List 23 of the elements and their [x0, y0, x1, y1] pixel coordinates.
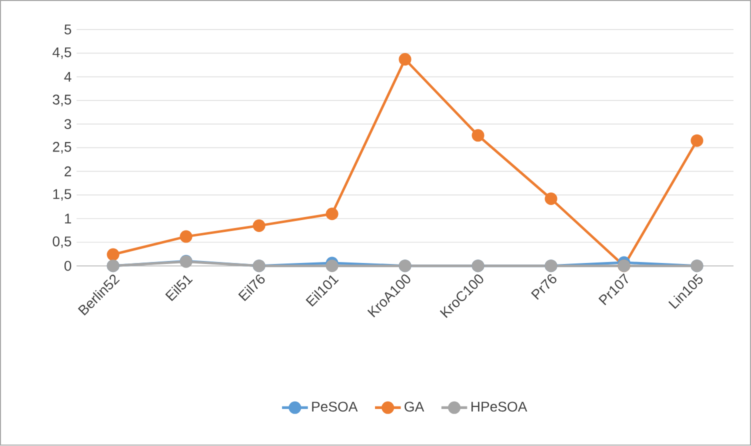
- y-tick-label: 3: [64, 119, 72, 130]
- y-tick-label: 2: [64, 166, 72, 176]
- point: [180, 230, 192, 244]
- y-tick-label: 3,5: [52, 94, 72, 106]
- point: [544, 192, 558, 206]
- point: [326, 208, 338, 220]
- y-tick-label: 1,5: [53, 189, 72, 201]
- point: [326, 260, 338, 272]
- y-tick-label: 1: [65, 214, 72, 224]
- point: [252, 220, 266, 232]
- point: [106, 248, 120, 261]
- y-tick-label: 0: [64, 261, 72, 272]
- point: [690, 134, 704, 148]
- y-tick-label: 4,5: [52, 48, 72, 60]
- legend-label: GA: [404, 402, 424, 412]
- legend-label: HPeSOA: [471, 402, 528, 412]
- y-tick-label: 2,5: [52, 142, 72, 154]
- y-tick-label: 5: [64, 24, 72, 35]
- legend-label: PeSOA: [312, 402, 358, 412]
- y-tick-label: 4: [64, 72, 72, 82]
- y-tick-label: 0,5: [52, 236, 72, 248]
- point: [398, 53, 412, 66]
- point: [472, 129, 484, 142]
